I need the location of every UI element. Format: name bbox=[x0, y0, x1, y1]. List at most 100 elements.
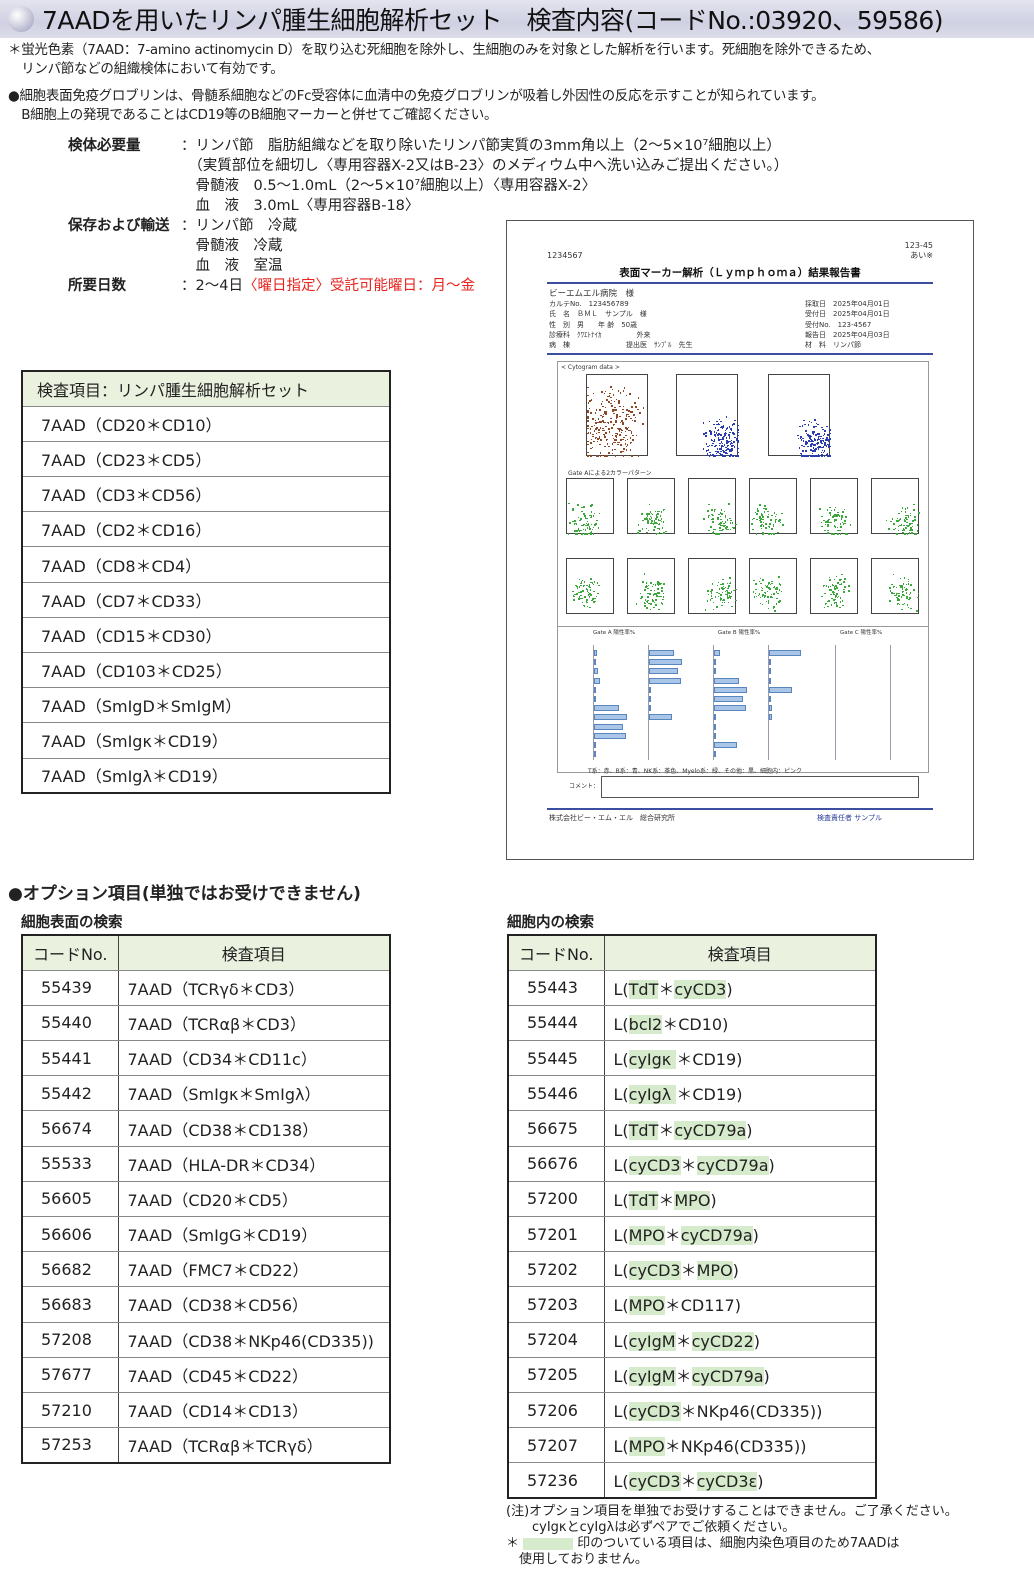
bar-axis bbox=[768, 645, 769, 760]
report-field: 採取日 2025年04月01日 bbox=[805, 300, 890, 308]
report-field: 材 料 リンパ節 bbox=[805, 341, 861, 350]
item-text: ) bbox=[746, 1120, 753, 1140]
bar bbox=[594, 714, 627, 721]
item-cell: L(cyIgλ ＊CD19) bbox=[604, 1075, 876, 1112]
item-text: ＊CD10) bbox=[662, 1014, 729, 1034]
bar bbox=[649, 668, 679, 675]
table-row: 57203 L(MPO＊CD117) bbox=[508, 1286, 876, 1323]
item-text: ) bbox=[726, 979, 733, 999]
table-row: 7AAD（CD23＊CD5） bbox=[22, 441, 390, 478]
code-cell: 57206 bbox=[508, 1392, 605, 1429]
report-field: カルテNo. 123456789 bbox=[549, 300, 629, 308]
gate-a-label: Gate Aによる2カラーパターン bbox=[568, 470, 652, 477]
bar bbox=[714, 723, 716, 730]
code-cell: 56682 bbox=[22, 1251, 119, 1288]
intracellular-marker: TdT bbox=[628, 979, 659, 999]
bar-axis bbox=[593, 645, 594, 760]
item-cell: L(cyCD3＊MPO) bbox=[604, 1251, 876, 1288]
required-label: 検体必要量 bbox=[68, 138, 141, 154]
item-cell: 7AAD（TCRαβ＊CD3） bbox=[118, 1005, 390, 1042]
cytogram-plot bbox=[871, 558, 920, 614]
item-text: 7AAD（TCRαβ＊CD3） bbox=[127, 1014, 306, 1034]
item-text: ) bbox=[732, 1261, 739, 1281]
item-cell: 7AAD（CD38＊CD138） bbox=[118, 1110, 390, 1147]
code-cell: 57203 bbox=[508, 1286, 605, 1323]
item-text: 7AAD（HLA-DR＊CD34） bbox=[127, 1155, 326, 1175]
bar-header-c: Gate C 陽性率% bbox=[840, 630, 883, 636]
code-cell: 55445 bbox=[508, 1040, 605, 1077]
bar bbox=[594, 705, 619, 712]
item-cell: 7AAD（TCRαβ＊TCRγδ） bbox=[118, 1427, 390, 1464]
table-row: 7AAD（SmIgκ＊CD19） bbox=[22, 722, 390, 759]
bar bbox=[769, 714, 772, 721]
cytogram-plot bbox=[810, 478, 858, 535]
report-title: 表面マーカー解析（Ｌｙｍｐｈｏｍａ）結果報告書 bbox=[619, 267, 861, 279]
table-row: 57205 L(cyIgM＊cyCD79a) bbox=[508, 1357, 876, 1393]
table-row: 57204 L(cyIgM＊cyCD22) bbox=[508, 1322, 876, 1358]
item-cell: 7AAD（CD14＊CD13） bbox=[118, 1392, 390, 1429]
required-line: ：リンパ節 脂肪組織などを取り除いたリンパ節実質の3mm角以上（2～5×10⁷細… bbox=[181, 138, 781, 154]
item-text: 7AAD（SmIgG＊CD19） bbox=[127, 1226, 318, 1246]
table-row: 56605 7AAD（CD20＊CD5） bbox=[22, 1181, 390, 1218]
report-corner: 123-45 あい※ bbox=[905, 241, 933, 261]
code-cell: 57207 bbox=[508, 1427, 605, 1464]
cytogram-plot bbox=[768, 374, 831, 457]
required-line: 血 液 3.0mL〈専用容器B-18〉 bbox=[181, 198, 420, 214]
bar bbox=[594, 751, 596, 758]
code-cell: 55446 bbox=[508, 1075, 605, 1112]
cytogram-plot bbox=[566, 478, 614, 535]
storage-line: 血 液 室温 bbox=[181, 258, 283, 274]
table-row: 55443 L(TdT＊cyCD3) bbox=[508, 970, 876, 1006]
table-row: 7AAD（CD8＊CD4） bbox=[22, 546, 390, 583]
bar bbox=[714, 732, 716, 739]
bar bbox=[714, 659, 717, 666]
bar bbox=[649, 705, 651, 712]
report-plots-area: < Cytogram data > Gate Aによる2カラーパターン Gate… bbox=[557, 361, 929, 775]
intracellular-marker: cyIgκ bbox=[628, 1050, 677, 1070]
bar bbox=[714, 696, 744, 702]
code-cell: 55533 bbox=[22, 1146, 119, 1182]
item-text: ) bbox=[757, 1472, 764, 1492]
test-item: 7AAD（CD103＊CD25） bbox=[22, 652, 390, 689]
item-cell: L(cyIgM＊cyCD22) bbox=[604, 1322, 876, 1358]
table-row: 55441 7AAD（CD34＊CD11c） bbox=[22, 1040, 390, 1077]
bar bbox=[714, 650, 721, 656]
bar bbox=[769, 686, 793, 693]
intracellular-marker: MPO bbox=[674, 1190, 711, 1210]
cytogram-plot bbox=[627, 478, 675, 535]
item-cell: L(TdT＊MPO) bbox=[604, 1181, 876, 1218]
report-company: 株式会社ビー・エム・エル 総合研究所 bbox=[549, 814, 675, 822]
item-cell: 7AAD（HLA-DR＊CD34） bbox=[118, 1146, 390, 1182]
intro-note-1: ＊蛍光色素（7AAD：7-amino actinomycin D）を取り込む死細… bbox=[8, 41, 880, 79]
code-cell: 57205 bbox=[508, 1357, 605, 1393]
item-text: 7AAD（FMC7＊CD22） bbox=[127, 1261, 309, 1281]
intracellular-marker: cyCD3 bbox=[628, 1261, 681, 1281]
intro-line: B細胞上の発現であることはCD19等のB細胞マーカーと併せてご確認ください。 bbox=[8, 107, 498, 123]
bar bbox=[649, 714, 673, 721]
table-row: 7AAD（CD103＊CD25） bbox=[22, 652, 390, 689]
bar bbox=[714, 742, 738, 748]
table-row: 57207 L(MPO＊NKp46(CD335)) bbox=[508, 1427, 876, 1464]
item-cell: 7AAD（CD45＊CD22） bbox=[118, 1357, 390, 1393]
bar bbox=[769, 705, 772, 712]
days-value: ：2～4日 bbox=[181, 278, 243, 294]
bar bbox=[649, 677, 681, 684]
code-cell: 55444 bbox=[508, 1005, 605, 1042]
table-row: 56682 7AAD（FMC7＊CD22） bbox=[22, 1251, 390, 1288]
item-text: ＊ bbox=[675, 1366, 692, 1386]
table-row: 7AAD（SmIgλ＊CD19） bbox=[22, 758, 390, 794]
main-test-table: 検査項目：リンパ腫生細胞解析セット 7AAD（CD20＊CD10） 7AAD（CD… bbox=[21, 370, 391, 795]
bar bbox=[649, 696, 651, 702]
note-line: (注)オプション項目を単独でお受けすることはできません。ご了承ください。 bbox=[506, 1504, 958, 1519]
bar-axis bbox=[890, 645, 891, 760]
storage-line: 骨髄液 冷蔵 bbox=[181, 238, 283, 254]
code-cell: 57200 bbox=[508, 1181, 605, 1218]
bar bbox=[714, 705, 746, 712]
test-item: 7AAD（CD8＊CD4） bbox=[22, 546, 390, 583]
table-row: 55442 7AAD（SmIgκ＊SmIgλ） bbox=[22, 1075, 390, 1112]
cytogram-plot bbox=[586, 374, 648, 457]
report-field: 報告日 2025年04月03日 bbox=[805, 330, 890, 339]
table-row: 55444 L(bcl2＊CD10) bbox=[508, 1005, 876, 1042]
bar bbox=[714, 751, 716, 758]
table-row: 57253 7AAD（TCRαβ＊TCRγδ） bbox=[22, 1427, 390, 1464]
